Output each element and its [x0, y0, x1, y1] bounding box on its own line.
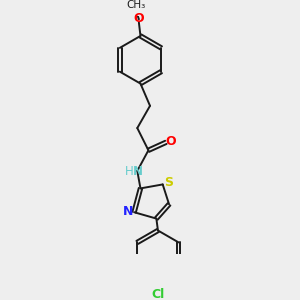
- Text: CH₃: CH₃: [126, 0, 145, 11]
- Text: H: H: [125, 165, 134, 178]
- Text: N: N: [133, 165, 143, 178]
- Text: O: O: [134, 12, 144, 26]
- Text: N: N: [123, 205, 133, 218]
- Text: O: O: [166, 135, 176, 148]
- Text: S: S: [164, 176, 173, 189]
- Text: Cl: Cl: [151, 287, 165, 300]
